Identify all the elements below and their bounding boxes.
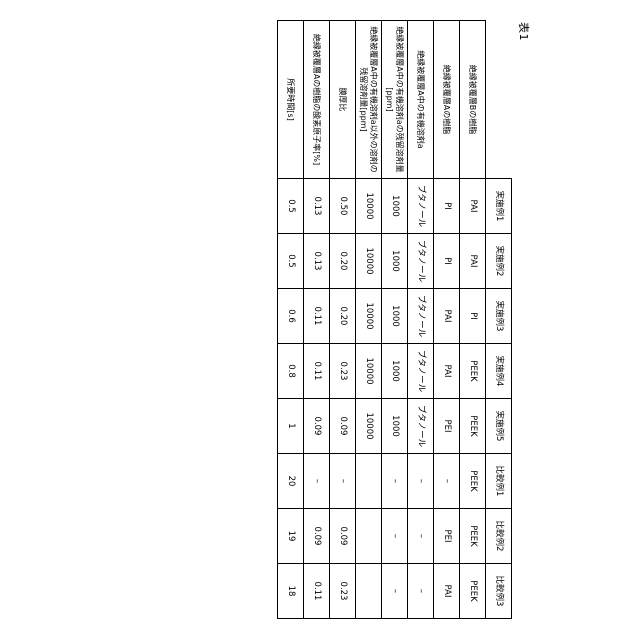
cell: 0.20 (329, 233, 356, 289)
cell: 0.11 (303, 563, 330, 619)
figure-caption: 表1 (517, 22, 530, 41)
table-header: 実施例1 実施例2 実施例3 実施例4 実施例5 比較例1 比較例2 比較例3 (485, 20, 512, 619)
cell: PEI (433, 398, 460, 454)
specification-table: 実施例1 実施例2 実施例3 実施例4 実施例5 比較例1 比較例2 比較例3 … (277, 20, 512, 619)
cell: 1000 (381, 288, 408, 344)
column-header-hikakurei-2: 比較例2 (485, 508, 512, 564)
cell: PEEK (459, 343, 486, 399)
column-header-jisshirei-4: 実施例4 (485, 343, 512, 399)
table-row: 絶縁被覆層A中の有機溶剤aの残留溶剤量[ppm] 1000 1000 1000 … (381, 20, 408, 619)
row-label-required-time: 所要時間[s] (277, 20, 304, 179)
cell: 1 (277, 398, 304, 454)
cell: 18 (277, 563, 304, 619)
table-header-row: 実施例1 実施例2 実施例3 実施例4 実施例5 比較例1 比較例2 比較例3 (485, 20, 512, 619)
table-row: 所要時間[s] 0.5 0.5 0.6 0.8 1 20 19 18 (277, 20, 304, 619)
cell: 0.09 (303, 508, 330, 564)
cell: PI (433, 233, 460, 289)
cell: PEI (433, 508, 460, 564)
cell: ブタノール (407, 398, 434, 454)
cell: ブタノール (407, 343, 434, 399)
cell: 0.8 (277, 343, 304, 399)
cell: – (329, 453, 356, 509)
cell: ブタノール (407, 178, 434, 234)
cell: 0.50 (329, 178, 356, 234)
cell: 0.23 (329, 343, 356, 399)
row-label-thickness-ratio: 膜厚比 (329, 20, 356, 179)
cell (355, 563, 382, 619)
column-header-hikakurei-3: 比較例3 (485, 563, 512, 619)
cell (355, 508, 382, 564)
cell: PI (433, 178, 460, 234)
cell: 0.09 (329, 398, 356, 454)
cell: 0.20 (329, 288, 356, 344)
cell: 0.23 (329, 563, 356, 619)
table-row: 絶縁被覆層A中の有機溶剤a以外の溶剤の残留溶剤量[ppm] 10000 1000… (355, 20, 382, 619)
cell: 0.5 (277, 178, 304, 234)
cell: 1000 (381, 178, 408, 234)
table-row: 絶縁被覆層A中の有機溶剤a ブタノール ブタノール ブタノール ブタノール ブタ… (407, 20, 434, 619)
cell: 10000 (355, 178, 382, 234)
row-label-oxygen-atom-ratio: 絶縁被覆層Aの樹脂の酸素原子率[%] (303, 20, 330, 179)
column-header-jisshirei-3: 実施例3 (485, 288, 512, 344)
cell: 0.09 (303, 398, 330, 454)
cell: 0.11 (303, 288, 330, 344)
table-row: 絶縁被覆層Aの樹脂 PI PI PAI PAI PEI – PEI PAI (433, 20, 460, 619)
table-corner-cell (485, 20, 512, 179)
cell: – (381, 508, 408, 564)
cell: 0.11 (303, 343, 330, 399)
cell: PAI (433, 343, 460, 399)
cell: 10000 (355, 343, 382, 399)
cell: 10000 (355, 233, 382, 289)
table-row: 絶縁被覆層Aの樹脂の酸素原子率[%] 0.13 0.13 0.11 0.11 0… (303, 20, 330, 619)
cell: ブタノール (407, 288, 434, 344)
table-row: 絶縁被覆層Bの樹脂 PAI PAI PI PEEK PEEK PEEK PEEK… (459, 20, 486, 619)
column-header-hikakurei-1: 比較例1 (485, 453, 512, 509)
cell: – (407, 453, 434, 509)
cell: – (407, 508, 434, 564)
cell: – (433, 453, 460, 509)
cell: PAI (433, 563, 460, 619)
cell: 0.6 (277, 288, 304, 344)
row-label-residual-solvent-other: 絶縁被覆層A中の有機溶剤a以外の溶剤の残留溶剤量[ppm] (355, 20, 382, 179)
cell: – (381, 453, 408, 509)
cell: – (381, 563, 408, 619)
column-header-jisshirei-5: 実施例5 (485, 398, 512, 454)
table-figure: 表1 実施例1 実施例2 実施例3 実施例4 実施例5 比較例1 比較例2 比較… (110, 20, 530, 620)
cell (355, 453, 382, 509)
cell: PEEK (459, 398, 486, 454)
cell: – (303, 453, 330, 509)
cell: PAI (433, 288, 460, 344)
cell: 1000 (381, 343, 408, 399)
cell: 10000 (355, 398, 382, 454)
column-header-jisshirei-1: 実施例1 (485, 178, 512, 234)
cell: PAI (459, 178, 486, 234)
column-header-jisshirei-2: 実施例2 (485, 233, 512, 289)
cell: PEEK (459, 453, 486, 509)
cell: 1000 (381, 233, 408, 289)
row-label-layer-a-resin: 絶縁被覆層Aの樹脂 (433, 20, 460, 179)
row-label-residual-solvent-a: 絶縁被覆層A中の有機溶剤aの残留溶剤量[ppm] (381, 20, 408, 179)
cell: – (407, 563, 434, 619)
cell: PAI (459, 233, 486, 289)
cell: PEEK (459, 508, 486, 564)
cell: 10000 (355, 288, 382, 344)
cell: 19 (277, 508, 304, 564)
cell: 1000 (381, 398, 408, 454)
table-row: 膜厚比 0.50 0.20 0.20 0.23 0.09 – 0.09 0.23 (329, 20, 356, 619)
cell: PI (459, 288, 486, 344)
cell: 0.13 (303, 178, 330, 234)
cell: PEEK (459, 563, 486, 619)
row-label-layer-a-solvent: 絶縁被覆層A中の有機溶剤a (407, 20, 434, 179)
cell: 0.5 (277, 233, 304, 289)
cell: 20 (277, 453, 304, 509)
cell: 0.13 (303, 233, 330, 289)
table-body: 絶縁被覆層Bの樹脂 PAI PAI PI PEEK PEEK PEEK PEEK… (277, 20, 486, 619)
cell: 0.09 (329, 508, 356, 564)
row-label-layer-b-resin: 絶縁被覆層Bの樹脂 (459, 20, 486, 179)
cell: ブタノール (407, 233, 434, 289)
